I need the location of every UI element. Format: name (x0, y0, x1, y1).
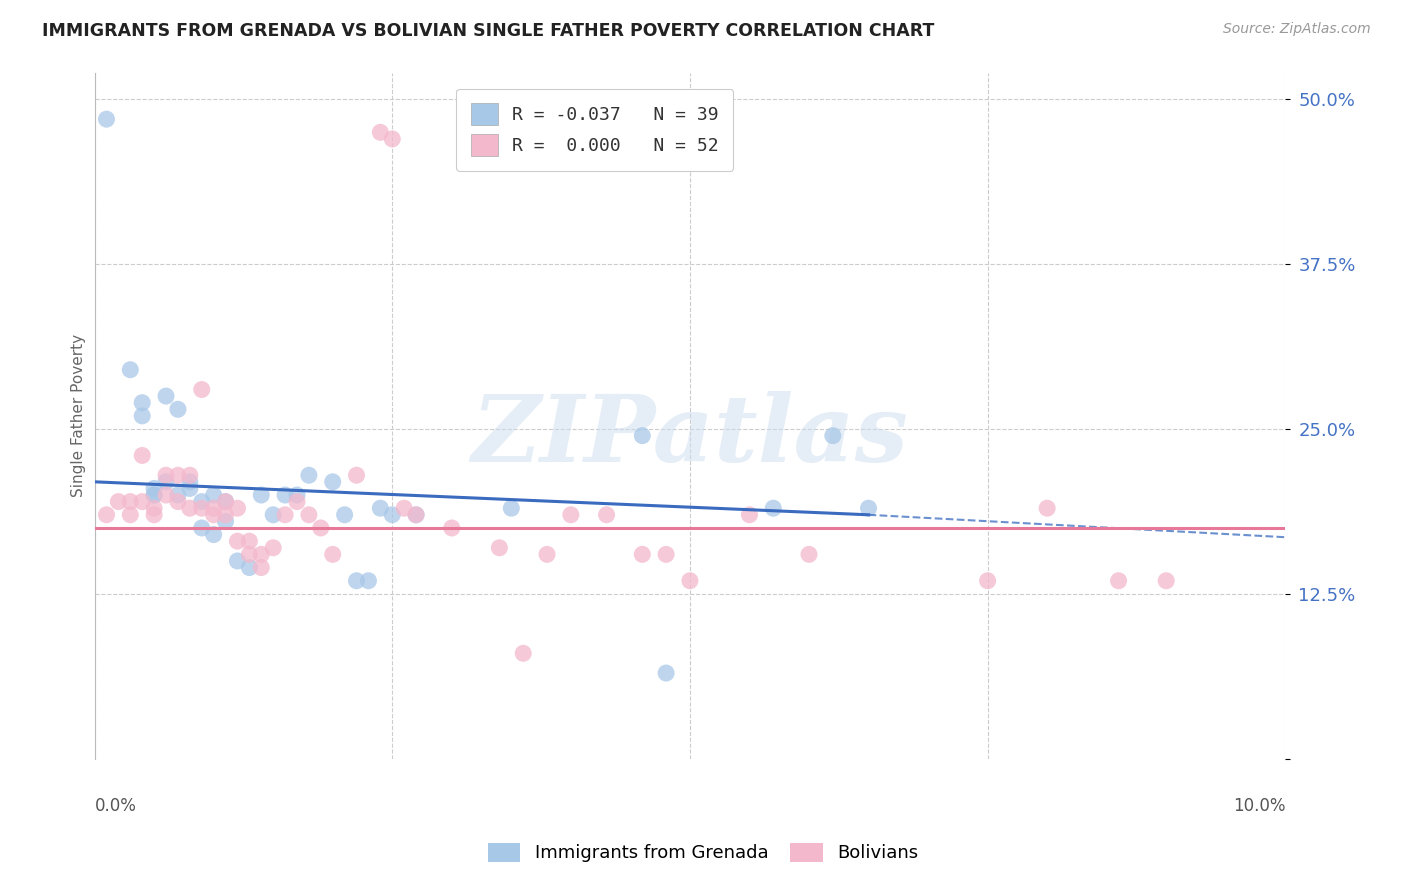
Point (738, 508, 761, 522)
Point (226, 501, 249, 516)
Point (536, 547, 558, 561)
Point (214, 494, 236, 508)
Point (167, 402, 190, 417)
Point (143, 501, 166, 516)
Point (405, 508, 427, 522)
Point (357, 574, 380, 588)
Point (214, 515, 236, 529)
Point (179, 475, 201, 489)
Point (190, 494, 212, 508)
Point (370, 125, 392, 139)
Point (179, 501, 201, 516)
Point (202, 488, 225, 502)
Text: 10.0%: 10.0% (1233, 797, 1285, 814)
Point (190, 521, 212, 535)
Point (131, 449, 153, 463)
Point (821, 428, 844, 442)
Point (1036, 501, 1059, 516)
Text: Source: ZipAtlas.com: Source: ZipAtlas.com (1223, 22, 1371, 37)
Point (560, 508, 582, 522)
Point (392, 501, 415, 516)
Point (202, 527, 225, 541)
Point (631, 428, 654, 442)
Point (226, 534, 249, 549)
Point (190, 383, 212, 397)
Point (858, 501, 880, 516)
Point (155, 488, 177, 502)
Point (120, 508, 142, 522)
Point (179, 482, 201, 496)
Text: 0.0%: 0.0% (94, 797, 136, 814)
Point (370, 501, 392, 516)
Point (120, 494, 142, 508)
Point (679, 574, 702, 588)
Point (285, 488, 308, 502)
Point (131, 409, 153, 423)
Point (250, 547, 273, 561)
Point (155, 389, 177, 403)
Point (631, 547, 654, 561)
Point (298, 508, 321, 522)
Point (190, 501, 212, 516)
Point (1108, 574, 1130, 588)
Point (238, 547, 260, 561)
Point (381, 132, 404, 146)
Point (405, 508, 427, 522)
Point (202, 501, 225, 516)
Point (250, 560, 273, 574)
Text: IMMIGRANTS FROM GRENADA VS BOLIVIAN SINGLE FATHER POVERTY CORRELATION CHART: IMMIGRANTS FROM GRENADA VS BOLIVIAN SING… (42, 22, 935, 40)
Point (96, 508, 118, 522)
Point (762, 501, 785, 516)
Point (346, 574, 368, 588)
Point (322, 547, 344, 561)
Point (488, 541, 510, 555)
Point (155, 468, 177, 483)
Point (155, 475, 177, 489)
Point (501, 501, 523, 516)
Point (214, 508, 236, 522)
Point (143, 488, 166, 502)
Text: ZIPatlas: ZIPatlas (471, 392, 908, 482)
Point (976, 574, 998, 588)
Point (655, 666, 678, 681)
Point (309, 521, 332, 535)
Point (285, 494, 308, 508)
Legend: Immigrants from Grenada, Bolivians: Immigrants from Grenada, Bolivians (481, 836, 925, 870)
Point (1154, 574, 1177, 588)
Point (262, 541, 284, 555)
Point (262, 508, 284, 522)
Legend: R = -0.037   N = 39, R =  0.000   N = 52: R = -0.037 N = 39, R = 0.000 N = 52 (456, 89, 733, 171)
Point (298, 468, 321, 483)
Point (107, 494, 129, 508)
Point (226, 554, 249, 568)
Point (96, 112, 118, 127)
Point (143, 508, 166, 522)
Point (143, 482, 166, 496)
Point (250, 488, 273, 502)
Point (595, 508, 617, 522)
Point (274, 508, 297, 522)
Point (143, 488, 166, 502)
Point (238, 534, 260, 549)
Point (322, 475, 344, 489)
Point (238, 560, 260, 574)
Point (512, 646, 534, 660)
Point (274, 488, 297, 502)
Point (167, 468, 190, 483)
Point (214, 494, 236, 508)
Point (381, 508, 404, 522)
Point (440, 521, 463, 535)
Point (131, 494, 153, 508)
Point (167, 488, 190, 502)
Point (797, 547, 820, 561)
Point (655, 547, 678, 561)
Point (333, 508, 356, 522)
Point (131, 395, 153, 409)
Point (202, 508, 225, 522)
Point (167, 494, 190, 508)
Point (179, 468, 201, 483)
Y-axis label: Single Father Poverty: Single Father Poverty (72, 334, 86, 498)
Point (120, 362, 142, 376)
Point (346, 468, 368, 483)
